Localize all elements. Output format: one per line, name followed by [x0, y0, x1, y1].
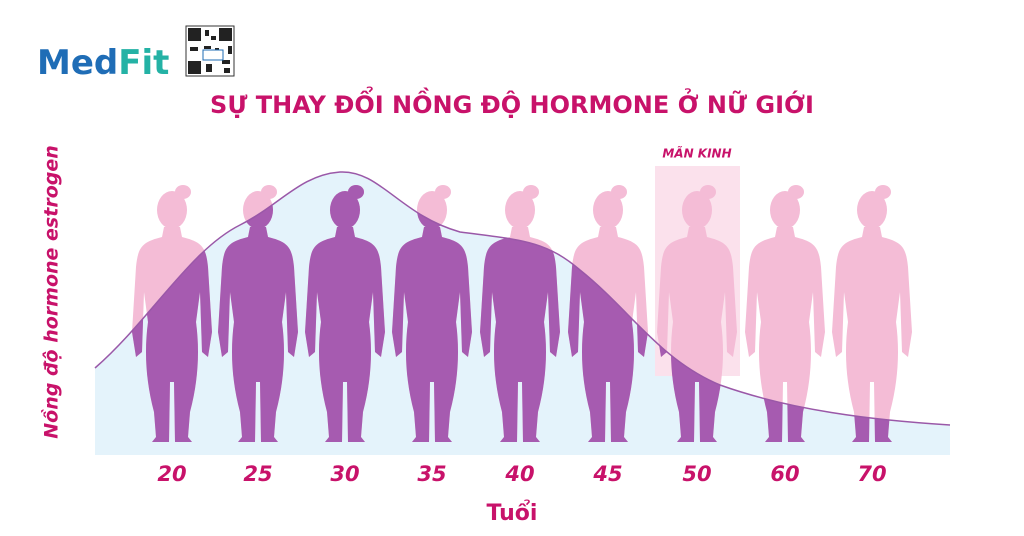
age-label: 30 — [330, 462, 359, 486]
logo-med: Med — [37, 43, 118, 83]
age-label: 50 — [682, 462, 711, 486]
age-label: 20 — [157, 462, 186, 486]
age-labels: 20 25 30 35 40 45 50 60 70 — [157, 462, 886, 486]
age-label: 45 — [592, 462, 622, 486]
age-label: 25 — [243, 462, 272, 486]
y-axis-label: Nồng độ hormone estrogen — [40, 145, 63, 439]
estrogen-curve — [94, 171, 951, 426]
logo-fit: Fit — [118, 43, 169, 83]
age-label: 70 — [857, 462, 886, 486]
menopause-annotation: MÃN KINH — [662, 146, 731, 161]
title: SỰ THAY ĐỔI NỒNG ĐỘ HORMONE Ở NỮ GIỚI — [210, 84, 814, 119]
age-label: 35 — [417, 462, 446, 486]
logo: MedFit — [37, 43, 169, 83]
x-axis-label: Tuổi — [487, 500, 538, 526]
qr-code — [185, 25, 235, 77]
age-label: 60 — [770, 462, 799, 486]
age-label: 40 — [504, 462, 534, 486]
